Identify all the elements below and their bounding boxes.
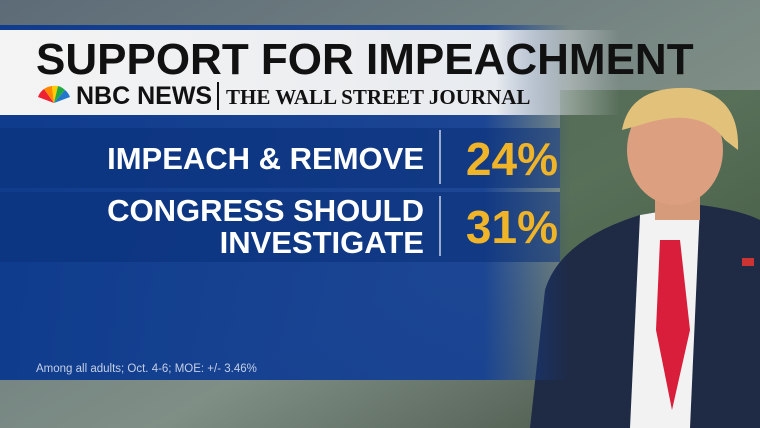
footnote: Among all adults; Oct. 4-6; MOE: +/- 3.4… — [36, 363, 257, 375]
row-value: 31% — [466, 201, 558, 253]
person-photo — [530, 87, 760, 428]
row-label: CONGRESS SHOULD — [107, 193, 424, 228]
nbc-peacock — [38, 85, 70, 103]
row-label: INVESTIGATE — [220, 225, 424, 260]
header-band — [0, 30, 620, 115]
row-band — [0, 128, 560, 188]
source-nbc: NBC NEWS — [76, 82, 212, 110]
row-value: 24% — [466, 133, 558, 185]
source-wsj: THE WALL STREET JOURNAL — [226, 85, 530, 109]
row-band — [0, 192, 560, 262]
title: SUPPORT FOR IMPEACHMENT — [36, 35, 694, 84]
row-label: IMPEACH & REMOVE — [107, 141, 424, 176]
